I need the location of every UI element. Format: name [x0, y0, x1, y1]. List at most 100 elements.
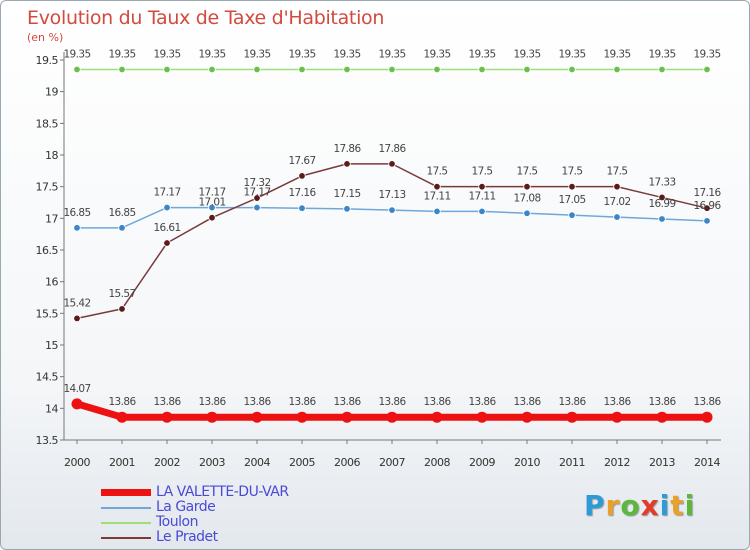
- data-point: [703, 65, 711, 74]
- data-label: 13.86: [468, 396, 496, 408]
- legend-label: La Garde: [156, 499, 216, 515]
- legend-label: LA VALETTE-DU-VAR: [156, 484, 289, 500]
- data-point: [116, 411, 128, 423]
- data-point: [478, 182, 486, 191]
- data-point: [523, 182, 531, 191]
- logo-letter: r: [605, 489, 621, 522]
- y-tick-label: 19.5: [36, 54, 59, 67]
- x-tick-label: 2004: [244, 456, 270, 469]
- data-label: 13.86: [423, 396, 451, 408]
- data-label: 17.17: [153, 187, 180, 199]
- data-point: [253, 194, 261, 202]
- data-point: [343, 205, 351, 213]
- legend-item: LA VALETTE-DU-VAR: [101, 485, 289, 500]
- y-tick-label: 18.5: [36, 117, 59, 130]
- x-tick-label: 2011: [559, 456, 585, 469]
- data-label: 17.17: [243, 187, 270, 199]
- legend-item: Toulon: [101, 515, 289, 530]
- data-point: [478, 65, 486, 74]
- data-label: 17.05: [558, 194, 585, 206]
- data-label: 19.35: [423, 49, 450, 61]
- data-label: 13.86: [513, 396, 541, 408]
- logo-letter: P: [584, 489, 606, 522]
- data-label: 13.86: [153, 396, 181, 408]
- data-label: 13.86: [558, 396, 586, 408]
- data-label: 13.86: [288, 396, 316, 408]
- data-point: [658, 193, 666, 202]
- data-point: [433, 65, 441, 74]
- x-tick-label: 2008: [424, 456, 450, 469]
- legend-swatch: [101, 489, 151, 496]
- data-point: [521, 411, 533, 423]
- data-point: [73, 314, 81, 323]
- data-point: [476, 411, 488, 423]
- x-tick-label: 2009: [469, 456, 495, 469]
- y-tick-label: 19: [45, 86, 58, 99]
- data-label: 13.86: [108, 396, 136, 408]
- data-point: [73, 224, 81, 232]
- legend-swatch: [101, 506, 151, 509]
- x-tick-label: 2003: [199, 456, 225, 469]
- data-label: 19.35: [243, 49, 270, 61]
- data-point: [523, 209, 531, 217]
- y-tick-label: 15.5: [36, 307, 59, 320]
- data-label: 13.86: [333, 396, 361, 408]
- data-point: [343, 160, 351, 168]
- logo-letter: i: [684, 489, 696, 522]
- data-label: 19.35: [693, 49, 720, 61]
- data-point: [73, 65, 81, 74]
- data-label: 19.35: [513, 49, 540, 61]
- data-point: [298, 204, 306, 212]
- y-tick-label: 14.5: [36, 371, 59, 384]
- data-point: [208, 203, 216, 212]
- data-point: [613, 213, 621, 221]
- data-point: [253, 65, 261, 74]
- logo-letter: o: [620, 489, 641, 522]
- data-label: 16.96: [693, 200, 721, 212]
- data-label: 17.08: [513, 192, 540, 204]
- data-label: 17.32: [243, 177, 270, 189]
- data-point: [118, 65, 126, 74]
- y-tick-label: 15: [45, 339, 58, 352]
- data-point: [298, 172, 306, 180]
- data-point: [431, 411, 443, 423]
- legend-item: La Garde: [101, 500, 289, 515]
- data-point: [433, 207, 441, 216]
- data-label: 17.67: [288, 155, 315, 167]
- data-label: 13.86: [648, 396, 676, 408]
- data-label: 13.86: [603, 396, 631, 408]
- x-tick-label: 2006: [334, 456, 360, 469]
- legend-swatch: [101, 536, 151, 539]
- x-tick-label: 2007: [379, 456, 405, 469]
- data-label: 13.86: [198, 396, 226, 408]
- chart-data-labels: 14.07 13.86 13.86 13.86 13.86 13.86 13.86 13.86…: [63, 49, 722, 409]
- data-point: [118, 224, 126, 232]
- data-label: 13.86: [378, 396, 406, 408]
- data-point: [701, 411, 713, 423]
- data-point: [388, 65, 396, 74]
- data-label: 19.35: [378, 49, 405, 61]
- y-tick-label: 16.5: [36, 244, 59, 257]
- chart-series: [71, 65, 713, 423]
- data-point: [208, 213, 216, 222]
- data-label: 17.02: [603, 196, 630, 208]
- data-label: 19.35: [63, 49, 90, 61]
- legend-item: Le Pradet: [101, 530, 289, 545]
- data-point: [658, 215, 666, 223]
- data-label: 17.33: [648, 176, 675, 188]
- data-point: [208, 65, 216, 74]
- x-tick-label: 2005: [289, 456, 315, 469]
- data-point: [703, 204, 711, 212]
- data-point: [163, 203, 171, 212]
- data-label: 19.35: [333, 49, 360, 61]
- data-label: 19.35: [603, 49, 630, 61]
- data-point: [478, 207, 486, 216]
- data-point: [703, 217, 711, 225]
- legend-label: Le Pradet: [156, 529, 218, 545]
- data-point: [611, 411, 623, 423]
- data-label: 17.5: [607, 166, 628, 178]
- data-point: [568, 211, 576, 219]
- data-label: 13.86: [243, 396, 271, 408]
